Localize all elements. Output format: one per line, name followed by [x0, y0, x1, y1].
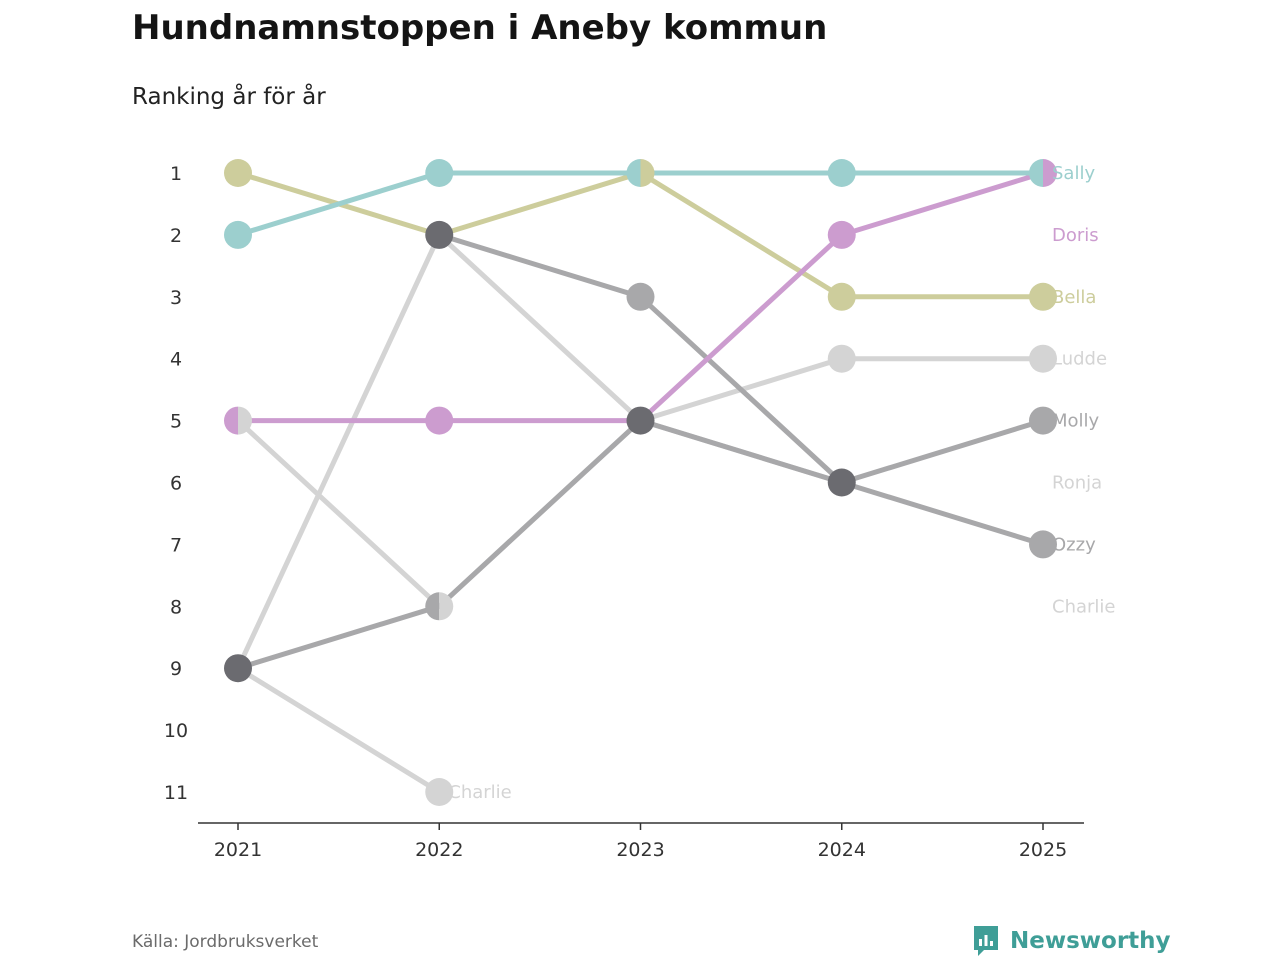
y-tick-label-7: 7	[170, 534, 182, 556]
marker-2025-rank-5	[1029, 406, 1057, 435]
marker-2021-rank-5-left	[224, 406, 238, 435]
inline-label-charlie: Charlie	[448, 782, 511, 803]
marker-2021-rank-9	[224, 654, 252, 683]
y-tick-label-3: 3	[170, 287, 182, 309]
end-label-ronja: Ronja	[1052, 473, 1102, 494]
marker-2024-rank-3	[827, 282, 856, 311]
end-label-bella: Bella	[1052, 287, 1096, 308]
x-tick-label-2021: 2021	[214, 839, 262, 861]
line-bella	[235, 170, 1046, 300]
marker-2023-rank-5	[626, 406, 655, 435]
marker-2021-rank-1	[224, 159, 252, 187]
marker-2025-rank-1-left	[1029, 159, 1043, 187]
marker-2023-rank-1-right	[640, 159, 655, 187]
marker-2023-rank-1-left	[626, 159, 641, 187]
brand-logo[interactable]: Newsworthy	[972, 924, 1171, 958]
x-tick-label-2025: 2025	[1019, 839, 1067, 861]
marker-2025-rank-1-right	[1043, 159, 1057, 187]
y-tick-label-10: 10	[164, 720, 188, 742]
marker-2021-rank-2	[224, 220, 252, 249]
series-labels: Sally Doris Bella Ludde Molly Ronja Ozzy Charli…	[448, 163, 1115, 803]
marker-2022-rank-5	[425, 406, 454, 435]
newsworthy-logo-icon	[974, 926, 998, 956]
x-tick-label-2024: 2024	[818, 839, 866, 861]
marker-2022-rank-8-right	[439, 592, 454, 621]
marker-2025-rank-7	[1029, 530, 1057, 559]
y-tick-label-1: 1	[170, 163, 182, 185]
end-label-charlie: Charlie	[1052, 596, 1115, 617]
marker-2024-rank-4	[827, 344, 856, 373]
line-ozzy	[436, 232, 1046, 547]
marker-2022-rank-1	[425, 159, 454, 187]
y-tick-label-9: 9	[170, 658, 182, 680]
marker-2022-rank-2	[425, 220, 454, 249]
line-molly	[235, 418, 1046, 671]
end-label-ozzy: Ozzy	[1052, 534, 1096, 555]
line-charlie	[235, 665, 442, 795]
marker-2024-rank-2	[827, 220, 856, 249]
marker-2022-rank-11	[425, 778, 454, 806]
y-tick-label-11: 11	[164, 782, 188, 804]
x-tick-label-2023: 2023	[616, 839, 664, 861]
brand-name: Newsworthy	[1010, 928, 1171, 954]
end-label-doris: Doris	[1052, 225, 1099, 246]
marker-2025-rank-3	[1029, 282, 1057, 311]
marker-2025-rank-4	[1029, 344, 1057, 373]
y-tick-label-6: 6	[170, 473, 182, 495]
series-lines	[235, 170, 1046, 795]
axes: 1 2 3 4 5 6 7 8 9 10 11 2021 2022 2023 2024 2025	[164, 163, 1084, 861]
marker-2024-rank-1	[827, 159, 856, 187]
end-label-molly: Molly	[1052, 411, 1100, 432]
marker-2024-rank-6	[827, 468, 856, 497]
chart-title: Hundnamnstoppen i Aneby kommun	[132, 8, 828, 48]
end-label-ludde: Ludde	[1052, 349, 1107, 370]
series-markers	[224, 159, 1057, 806]
end-label-sally: Sally	[1052, 163, 1095, 184]
y-tick-label-4: 4	[170, 349, 182, 371]
y-tick-label-5: 5	[170, 411, 182, 433]
marker-2023-rank-3	[626, 282, 655, 311]
y-tick-label-2: 2	[170, 225, 182, 247]
source-note: Källa: Jordbruksverket	[132, 932, 319, 952]
y-tick-label-8: 8	[170, 596, 182, 618]
marker-2022-rank-8-left	[425, 592, 440, 621]
marker-2021-rank-5-right	[238, 406, 252, 435]
chart-subtitle: Ranking år för år	[132, 84, 326, 110]
x-tick-label-2022: 2022	[415, 839, 463, 861]
